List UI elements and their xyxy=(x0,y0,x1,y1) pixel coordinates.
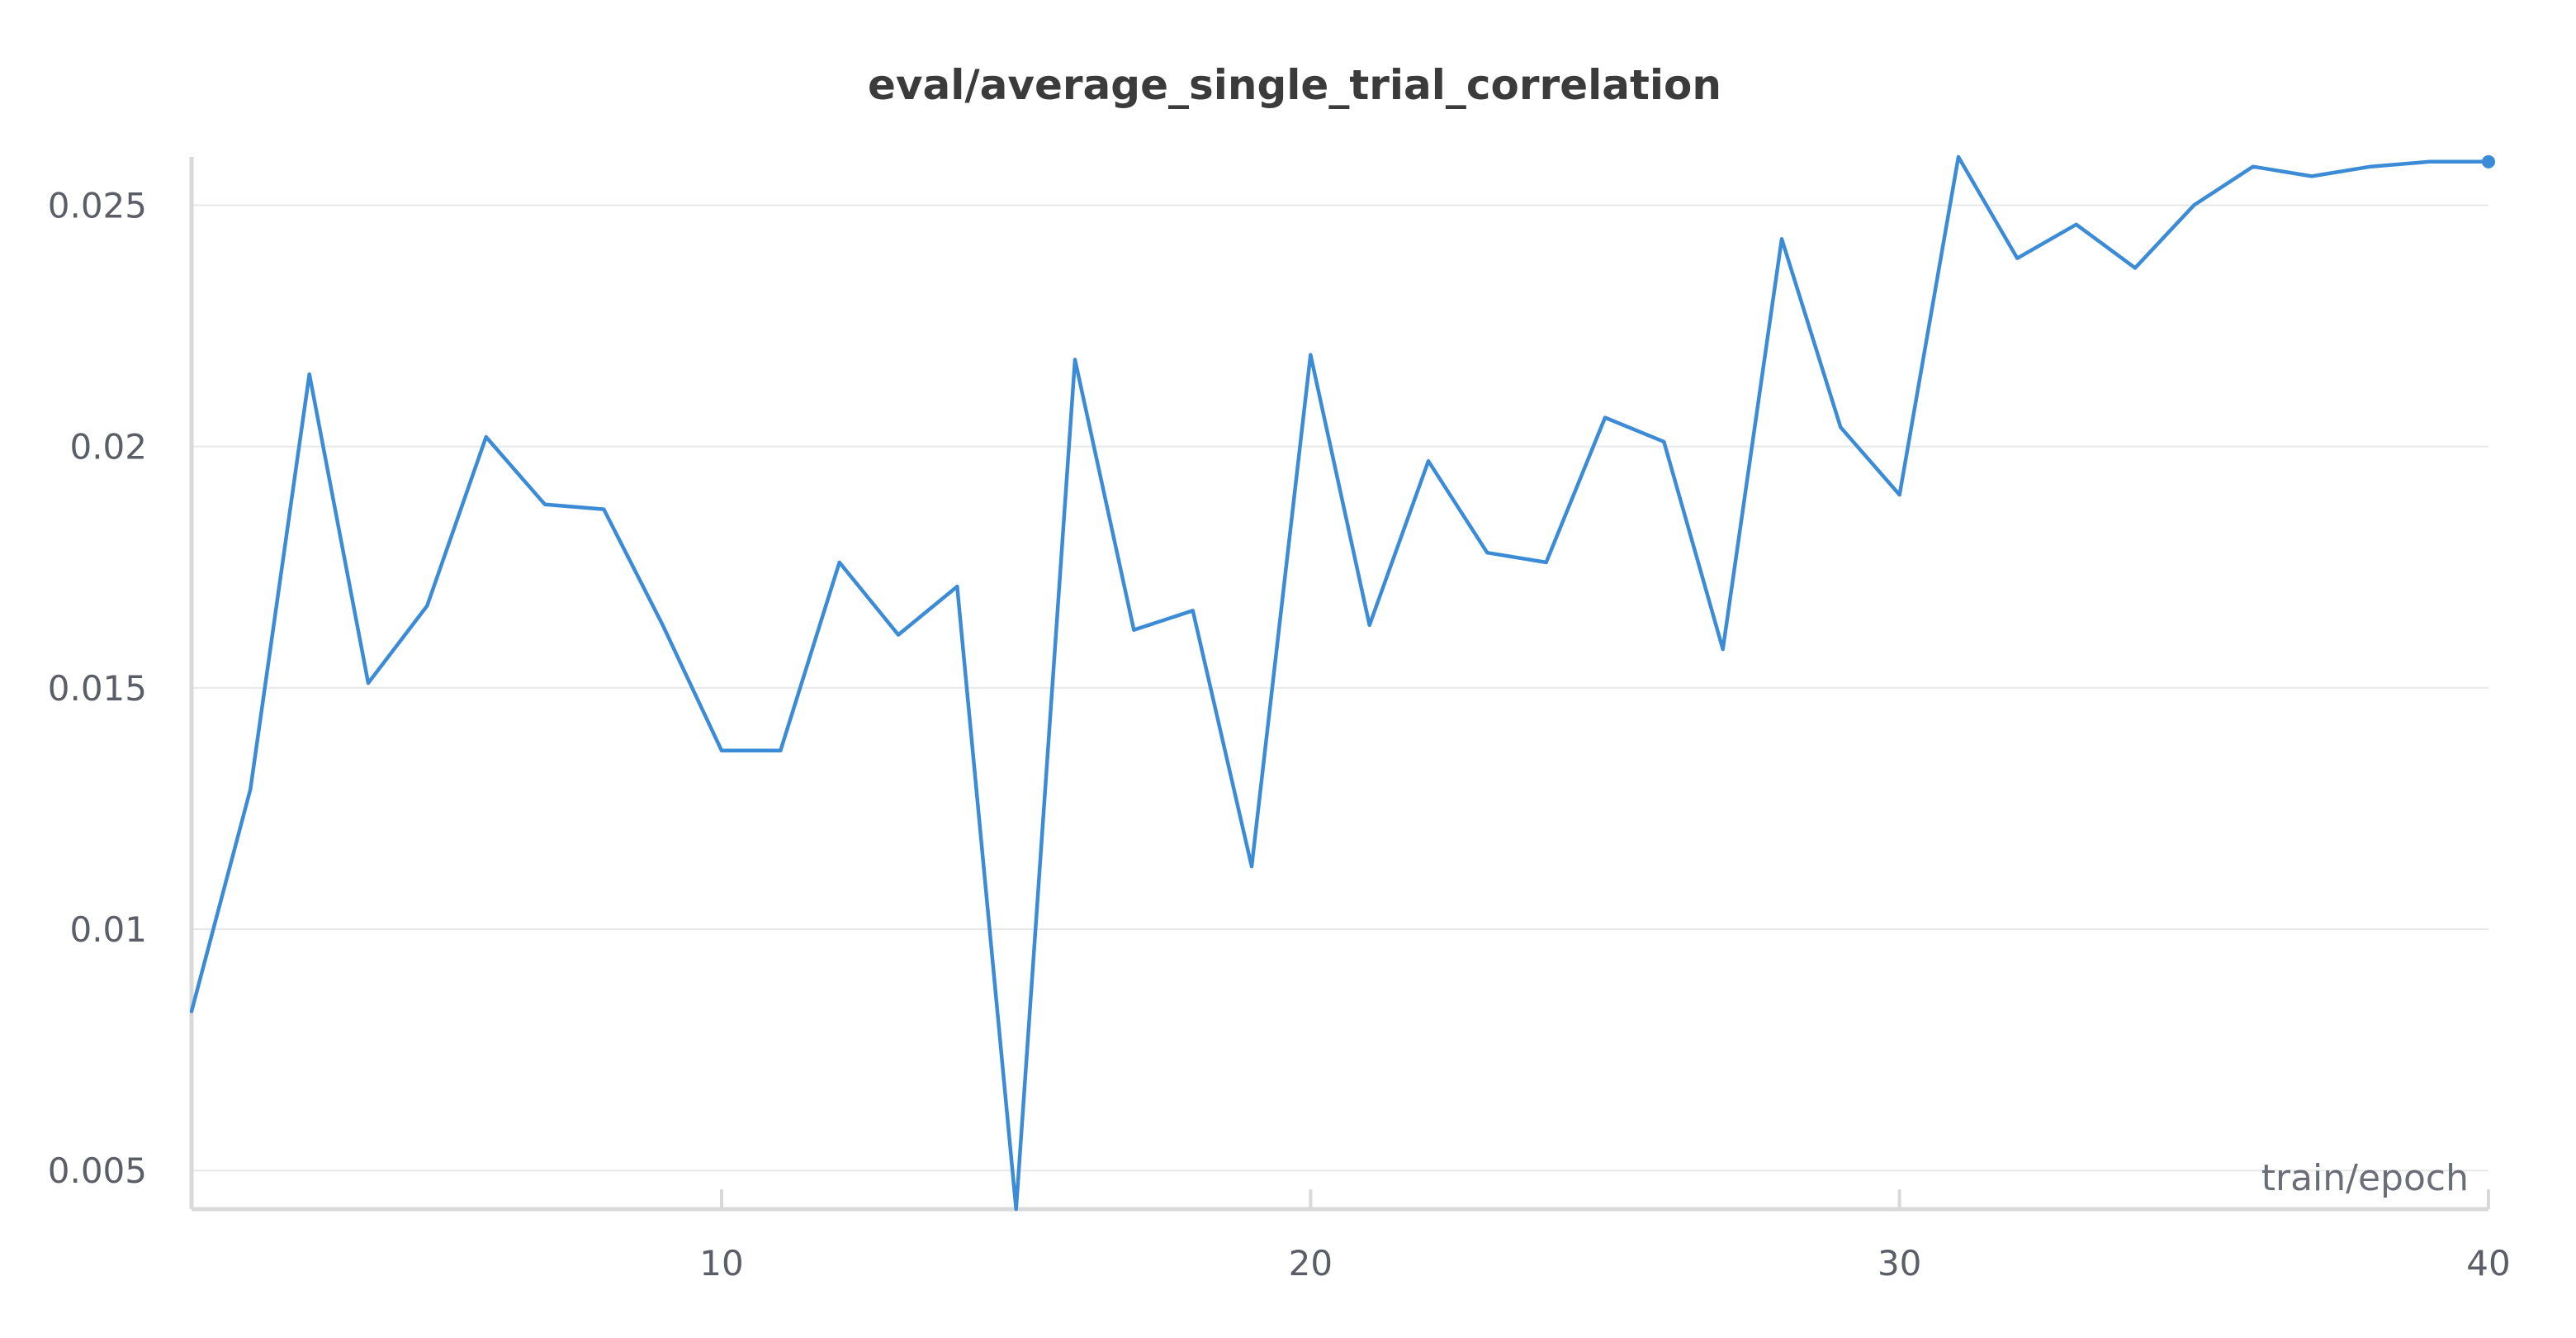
grid-lines xyxy=(192,204,2488,1172)
y-tick-label: 0.005 xyxy=(48,1151,147,1191)
series-layer xyxy=(189,154,2495,1212)
x-tick-label: 20 xyxy=(1289,1243,1333,1283)
x-tick-label: 30 xyxy=(1878,1243,1921,1283)
x-tick-label: 40 xyxy=(2466,1243,2510,1283)
x-tick-label: 10 xyxy=(699,1243,743,1283)
y-tick-label: 0.015 xyxy=(48,668,147,709)
chart-title: eval/average_single_trial_correlation xyxy=(868,61,1721,109)
series-line xyxy=(189,154,2491,1212)
y-tick-label: 0.02 xyxy=(69,427,147,467)
series-endpoint-marker xyxy=(2482,154,2495,168)
y-tick-label: 0.01 xyxy=(69,909,147,950)
y-tick-label: 0.025 xyxy=(48,185,147,225)
axes xyxy=(189,157,2490,1212)
x-axis-label: train/epoch xyxy=(2261,1157,2469,1199)
tick-labels: 0.005 0.01 0.015 0.02 0.025 10 20 30 40 xyxy=(48,185,2511,1283)
